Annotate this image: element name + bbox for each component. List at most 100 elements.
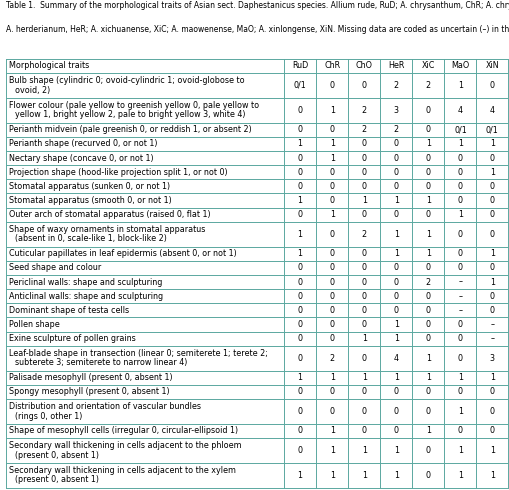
Text: 0: 0 — [298, 210, 303, 219]
Text: 0: 0 — [394, 182, 399, 191]
Text: 0: 0 — [458, 196, 463, 205]
Text: Palisade mesophyll (present 0, absent 1): Palisade mesophyll (present 0, absent 1) — [9, 373, 173, 382]
Text: –: – — [459, 306, 462, 315]
Text: 0: 0 — [490, 388, 495, 396]
Text: 0: 0 — [330, 249, 335, 258]
Text: 0: 0 — [394, 292, 399, 301]
Text: 0: 0 — [490, 210, 495, 219]
Text: Dominant shape of testa cells: Dominant shape of testa cells — [9, 306, 129, 315]
Text: 0: 0 — [330, 196, 335, 205]
Text: Morphological traits: Morphological traits — [9, 61, 90, 71]
Text: 2: 2 — [426, 277, 431, 287]
Text: Periclinal walls: shape and sculpturing: Periclinal walls: shape and sculpturing — [9, 277, 162, 287]
Text: 0: 0 — [426, 168, 431, 177]
Text: 0: 0 — [298, 306, 303, 315]
Text: Exine sculpture of pollen grains: Exine sculpture of pollen grains — [9, 334, 136, 343]
Text: 0: 0 — [490, 230, 495, 239]
Text: 0: 0 — [330, 81, 335, 90]
Text: 1: 1 — [394, 196, 399, 205]
Text: 0: 0 — [298, 334, 303, 343]
Text: HeR: HeR — [388, 61, 405, 71]
Text: 0: 0 — [298, 125, 303, 134]
Text: 0: 0 — [298, 277, 303, 287]
Text: 0: 0 — [426, 263, 431, 272]
Text: 0: 0 — [330, 407, 335, 416]
Text: 0: 0 — [426, 407, 431, 416]
Text: 0: 0 — [458, 230, 463, 239]
Text: 1: 1 — [426, 139, 431, 148]
Text: 1: 1 — [330, 210, 335, 219]
Text: 0: 0 — [490, 306, 495, 315]
Text: 3: 3 — [394, 106, 399, 115]
Text: 0: 0 — [458, 249, 463, 258]
Text: RuD: RuD — [292, 61, 308, 71]
Text: 0: 0 — [458, 388, 463, 396]
Text: 0: 0 — [458, 426, 463, 435]
Text: 1: 1 — [298, 196, 303, 205]
Text: 0: 0 — [394, 426, 399, 435]
Text: 0: 0 — [394, 139, 399, 148]
Text: 1: 1 — [394, 230, 399, 239]
Text: 2: 2 — [362, 230, 367, 239]
Text: 0: 0 — [426, 320, 431, 329]
Text: 0: 0 — [458, 320, 463, 329]
Text: 0: 0 — [298, 168, 303, 177]
Text: 0: 0 — [298, 182, 303, 191]
Text: 0: 0 — [298, 388, 303, 396]
Text: 1: 1 — [330, 446, 335, 455]
Text: A. herderianum, HeR; A. xichuanense, XiC; A. maowenense, MaO; A. xinlongense, Xi: A. herderianum, HeR; A. xichuanense, XiC… — [6, 25, 509, 34]
Text: 1: 1 — [394, 373, 399, 382]
Text: 0: 0 — [362, 277, 366, 287]
Text: 1: 1 — [458, 139, 463, 148]
Text: Stomatal apparatus (sunken 0, or not 1): Stomatal apparatus (sunken 0, or not 1) — [9, 182, 171, 191]
Text: 0: 0 — [330, 182, 335, 191]
Text: 0: 0 — [362, 210, 366, 219]
Text: 1: 1 — [490, 471, 495, 480]
Text: 1: 1 — [394, 320, 399, 329]
Text: 0: 0 — [490, 196, 495, 205]
Text: subterete 3; semiterete to narrow linear 4): subterete 3; semiterete to narrow linear… — [15, 358, 188, 368]
Text: 0: 0 — [362, 263, 366, 272]
Text: 0: 0 — [490, 426, 495, 435]
Text: 1: 1 — [490, 277, 495, 287]
Text: –: – — [490, 320, 494, 329]
Text: 0: 0 — [394, 168, 399, 177]
Text: 1: 1 — [330, 373, 335, 382]
Text: 0: 0 — [490, 292, 495, 301]
Text: 0: 0 — [394, 210, 399, 219]
Text: 0: 0 — [458, 334, 463, 343]
Text: 0/1: 0/1 — [454, 125, 467, 134]
Text: XiN: XiN — [486, 61, 499, 71]
Text: 0: 0 — [458, 153, 463, 163]
Text: 0: 0 — [362, 249, 366, 258]
Text: 0: 0 — [426, 125, 431, 134]
Text: 4: 4 — [394, 354, 399, 363]
Text: 0: 0 — [394, 277, 399, 287]
Text: 0: 0 — [298, 263, 303, 272]
Text: 0: 0 — [298, 106, 303, 115]
Text: 0: 0 — [490, 81, 495, 90]
Text: ChR: ChR — [324, 61, 340, 71]
Text: 0: 0 — [330, 320, 335, 329]
Text: 0: 0 — [426, 182, 431, 191]
Text: Perianth midvein (pale greenish 0, or reddish 1, or absent 2): Perianth midvein (pale greenish 0, or re… — [9, 125, 252, 134]
Text: 1: 1 — [490, 249, 495, 258]
Text: Shape of mesophyll cells (irregular 0, circular-ellipsoid 1): Shape of mesophyll cells (irregular 0, c… — [9, 426, 238, 435]
Text: (rings 0, other 1): (rings 0, other 1) — [15, 412, 82, 420]
Text: 0: 0 — [426, 388, 431, 396]
Text: Stomatal apparatus (smooth 0, or not 1): Stomatal apparatus (smooth 0, or not 1) — [9, 196, 172, 205]
Text: 0: 0 — [330, 306, 335, 315]
Text: Perianth shape (recurved 0, or not 1): Perianth shape (recurved 0, or not 1) — [9, 139, 158, 148]
Text: 1: 1 — [330, 106, 335, 115]
Text: 1: 1 — [298, 373, 303, 382]
Text: 1: 1 — [426, 230, 431, 239]
Text: 0: 0 — [426, 306, 431, 315]
Text: 1: 1 — [458, 373, 463, 382]
Text: yellow 1, bright yellow 2, pale to bright yellow 3, white 4): yellow 1, bright yellow 2, pale to brigh… — [15, 110, 246, 120]
Text: 1: 1 — [458, 446, 463, 455]
Text: 1: 1 — [330, 471, 335, 480]
Text: Shape of waxy ornaments in stomatal apparatus: Shape of waxy ornaments in stomatal appa… — [9, 225, 206, 234]
Text: 0: 0 — [458, 168, 463, 177]
Text: 2: 2 — [362, 106, 367, 115]
Text: 0: 0 — [362, 426, 366, 435]
